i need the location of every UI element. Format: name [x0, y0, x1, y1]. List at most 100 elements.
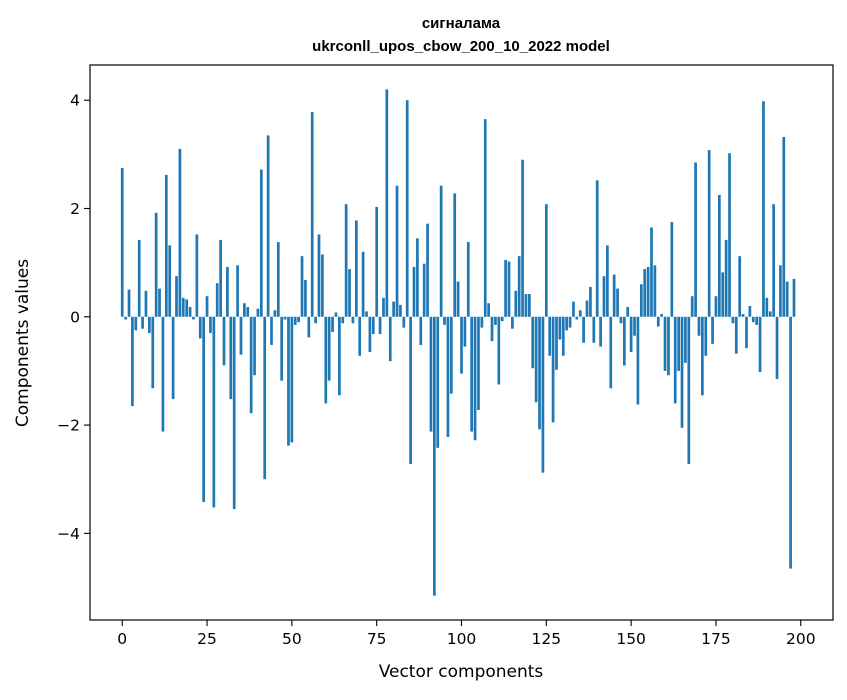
bar-184 — [745, 316, 748, 349]
bar-10 — [154, 212, 158, 317]
bar-81 — [395, 185, 399, 317]
bar-175 — [714, 296, 718, 317]
bar-57 — [314, 316, 317, 324]
bar-135 — [578, 310, 582, 317]
bar-22 — [195, 234, 199, 317]
bar-105 — [477, 316, 480, 410]
bar-45 — [273, 310, 277, 317]
bar-158 — [656, 316, 660, 327]
bar-194 — [779, 265, 782, 317]
bar-101 — [463, 316, 467, 347]
bar-76 — [378, 316, 382, 335]
bar-20 — [188, 307, 192, 317]
x-axis-ticks: 0 25 50 75 100 125 150 175 200 — [117, 620, 816, 648]
bar-115 — [511, 316, 514, 329]
bar-91 — [429, 316, 433, 432]
chart-subtitle: ukrconll_upos_cbow_200_10_2022 model — [312, 38, 610, 55]
bar-94 — [439, 185, 443, 317]
bar-142 — [602, 276, 606, 317]
bar-170 — [697, 316, 701, 336]
bar-171 — [701, 316, 704, 396]
x-axis-label: Vector components — [379, 662, 544, 682]
bar-109 — [490, 316, 494, 342]
bar-11 — [158, 288, 161, 317]
bar-143 — [606, 245, 609, 317]
bar-100 — [460, 316, 463, 374]
bar-153 — [639, 284, 643, 317]
x-tick-label: 25 — [197, 630, 217, 648]
bar-126 — [548, 316, 552, 356]
bar-108 — [487, 303, 490, 317]
bar-47 — [280, 316, 284, 381]
bar-77 — [382, 297, 385, 317]
bar-19 — [185, 299, 189, 317]
bar-114 — [507, 261, 511, 317]
bar-27 — [212, 316, 216, 508]
bar-93 — [436, 316, 440, 448]
bar-168 — [690, 296, 694, 317]
bar-195 — [782, 137, 786, 317]
bar-112 — [500, 316, 504, 322]
bar-174 — [711, 316, 714, 344]
bar-36 — [243, 303, 246, 317]
bar-141 — [599, 316, 602, 347]
bar-92 — [433, 316, 436, 596]
bar-137 — [585, 300, 589, 317]
bar-63 — [334, 312, 338, 317]
bar-118 — [521, 159, 524, 317]
bar-53 — [300, 256, 304, 317]
bar-193 — [775, 316, 779, 380]
bar-148 — [622, 316, 626, 366]
bar-103 — [470, 316, 474, 432]
bar-86 — [412, 266, 416, 317]
y-tick-label: −2 — [57, 417, 80, 435]
bar-64 — [338, 316, 341, 396]
x-tick-label: 200 — [786, 630, 816, 648]
x-tick-label: 150 — [616, 630, 646, 648]
bar-18 — [181, 297, 185, 317]
bar-156 — [650, 227, 653, 317]
bar-50 — [290, 316, 294, 443]
bar-167 — [687, 316, 691, 465]
bar-185 — [748, 305, 752, 317]
bar-40 — [256, 308, 260, 317]
bar-169 — [694, 162, 697, 317]
bar-154 — [643, 269, 647, 317]
bar-121 — [531, 316, 535, 369]
bar-14 — [168, 245, 172, 317]
bar-23 — [198, 316, 202, 339]
bar-25 — [205, 296, 209, 317]
bar-42 — [263, 316, 267, 480]
y-tick-label: −4 — [57, 525, 80, 543]
bar-8 — [148, 316, 151, 334]
bar-182 — [738, 256, 742, 317]
bar-83 — [402, 316, 406, 328]
bar-66 — [344, 204, 348, 317]
bar-138 — [589, 287, 592, 317]
bar-15 — [171, 316, 175, 400]
bar-183 — [741, 314, 745, 317]
bar-190 — [765, 297, 769, 317]
bar-104 — [473, 316, 477, 441]
bar-88 — [419, 316, 423, 345]
bar-149 — [626, 307, 630, 317]
bar-107 — [483, 119, 487, 317]
bar-89 — [422, 263, 426, 317]
bar-136 — [582, 316, 585, 343]
bar-140 — [595, 180, 599, 317]
y-axis-label: Components values — [13, 259, 33, 427]
bar-84 — [405, 100, 409, 317]
bar-127 — [551, 316, 555, 423]
bar-30 — [222, 316, 226, 366]
bar-51 — [293, 316, 297, 325]
bar-191 — [768, 311, 772, 317]
bar-49 — [287, 316, 290, 446]
bar-73 — [368, 316, 372, 352]
bar-132 — [568, 316, 572, 328]
bar-117 — [517, 256, 521, 317]
bar-46 — [276, 242, 280, 317]
bar-99 — [456, 281, 460, 317]
y-tick-label: 0 — [70, 308, 80, 326]
